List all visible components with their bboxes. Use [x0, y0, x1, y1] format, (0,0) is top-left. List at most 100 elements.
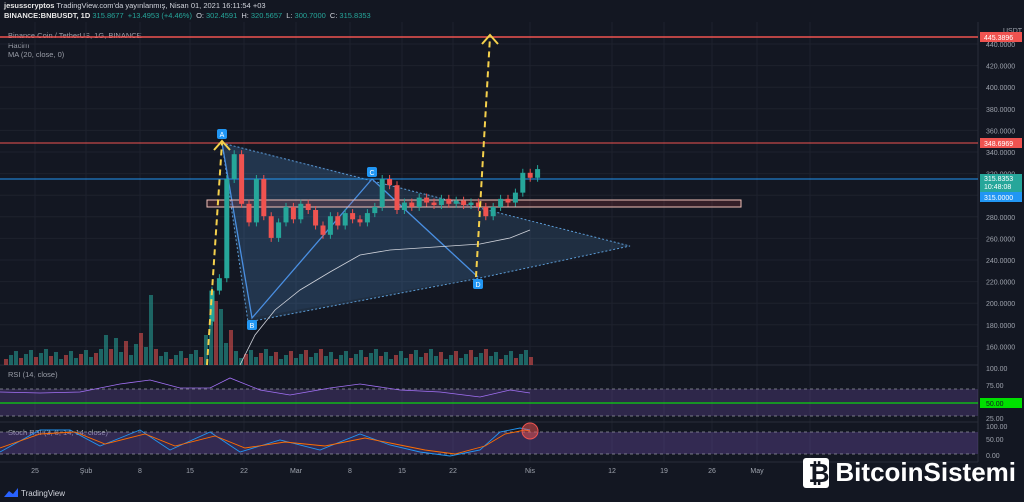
rsi-line — [0, 377, 531, 398]
volume-bar — [39, 353, 43, 365]
volume-bar — [189, 354, 193, 365]
currency-label: USDT — [1003, 28, 1023, 35]
candle-body — [283, 206, 289, 223]
volume-bar — [4, 359, 8, 365]
volume-bar — [409, 354, 413, 365]
svg-text:10:48:08: 10:48:08 — [984, 184, 1011, 191]
candle-body — [461, 200, 467, 206]
volume-bar — [404, 358, 408, 365]
point-d: D — [473, 279, 483, 289]
candlesticks — [209, 150, 541, 326]
time-tick: 22 — [449, 468, 457, 475]
candle-body — [453, 200, 459, 204]
stoch-legend: Stoch RSI (3, 3, 14, 14, close) — [8, 428, 109, 437]
volume-bar — [14, 351, 18, 365]
volume-bar — [294, 358, 298, 365]
candle-body — [424, 197, 430, 203]
high-label: H: — [241, 11, 249, 20]
point-a: A — [217, 129, 227, 139]
volume-bar — [69, 351, 73, 365]
tag-current: 315.8353 10:48:08 — [980, 174, 1022, 192]
volume-bar — [154, 349, 158, 365]
candle-body — [276, 222, 282, 238]
volume-bar — [179, 351, 183, 365]
volume-bar — [54, 352, 58, 365]
low-label: L: — [286, 11, 293, 20]
rsi-legend: RSI (14, close) — [8, 370, 58, 379]
candle-body — [313, 210, 319, 226]
point-c-label: C — [369, 170, 374, 177]
candle-body — [498, 198, 504, 207]
candle-body — [512, 192, 518, 203]
volume-bar — [419, 357, 423, 365]
volume-bar — [369, 353, 373, 365]
candle-body — [253, 179, 259, 223]
time-tick: 8 — [348, 468, 352, 475]
volume-bar — [499, 359, 503, 365]
time-tick: 8 — [138, 468, 142, 475]
volume-bar — [19, 358, 23, 365]
candle-body — [483, 206, 489, 217]
author-name[interactable]: jesusscryptos — [4, 1, 55, 10]
volume-bar — [224, 343, 228, 365]
candle-body — [372, 206, 378, 214]
volume-bar — [339, 355, 343, 365]
point-a-label: A — [220, 132, 225, 139]
volume-bar — [214, 301, 218, 365]
volume-bar — [49, 356, 53, 365]
time-tick: 26 — [708, 468, 716, 475]
symbol-label: BINANCE:BNBUSDT, 1D — [4, 11, 91, 20]
volume-bar — [399, 351, 403, 365]
tradingview-logo-icon — [4, 488, 18, 497]
stoch-k-line — [0, 427, 531, 457]
stoch-tick-100: 100.00 — [986, 424, 1008, 431]
volume-bar — [74, 358, 78, 365]
volume-bar — [429, 349, 433, 365]
support-zone — [206, 199, 742, 208]
volume-bar — [524, 350, 528, 365]
volume-bar — [144, 347, 148, 365]
volume-bar — [259, 353, 263, 365]
volume-bar — [254, 357, 258, 365]
time-tick: 22 — [240, 468, 248, 475]
volume-bar — [459, 358, 463, 365]
tag-mid-red: 348.6969 — [980, 138, 1022, 148]
candle-body — [261, 179, 267, 217]
stoch-tick-50: 50.00 — [986, 437, 1004, 444]
low-value: 300.7000 — [294, 11, 326, 20]
volume-bar — [89, 357, 93, 365]
volume-bar — [79, 354, 83, 365]
candle-body — [216, 278, 222, 291]
volume-bar — [349, 358, 353, 365]
volume-bar — [234, 351, 238, 365]
volume-bar — [344, 351, 348, 365]
tradingview-brand[interactable]: TradingView — [4, 488, 65, 498]
svg-text:348.6969: 348.6969 — [984, 141, 1013, 148]
open-value: 302.4591 — [205, 11, 238, 20]
volume-bar — [269, 356, 273, 365]
volume-bar — [379, 356, 383, 365]
bitcoinsistemi-watermark: ₿ BitcoinSistemi — [803, 457, 1016, 488]
candle-body — [446, 198, 452, 204]
volume-bar — [59, 359, 63, 365]
time-tick: 15 — [186, 468, 194, 475]
candle-body — [342, 213, 348, 226]
volume-bar — [384, 352, 388, 365]
volume-bar — [104, 335, 108, 365]
volume-bar — [469, 350, 473, 365]
publish-info: TradingView.com'da yayınlanmış, Nisan 01… — [56, 1, 266, 10]
close-label: C: — [329, 11, 338, 20]
volume-bar — [434, 356, 438, 365]
volume-bar — [129, 355, 133, 365]
volume-bar — [164, 352, 168, 365]
price-change: +13.4953 (+4.46%) — [127, 11, 192, 20]
tag-top-red: 445.3896 — [980, 32, 1022, 42]
rsi-tick-25: 25.00 — [986, 416, 1004, 423]
stoch-d-line — [0, 429, 531, 455]
volume-bar — [359, 350, 363, 365]
volume-bar — [99, 349, 103, 365]
series-legend: Binance Coin / TetherUS, 1G, BINANCE — [8, 31, 142, 40]
volume-bar — [449, 355, 453, 365]
price-tick: 160.0000 — [986, 344, 1015, 351]
